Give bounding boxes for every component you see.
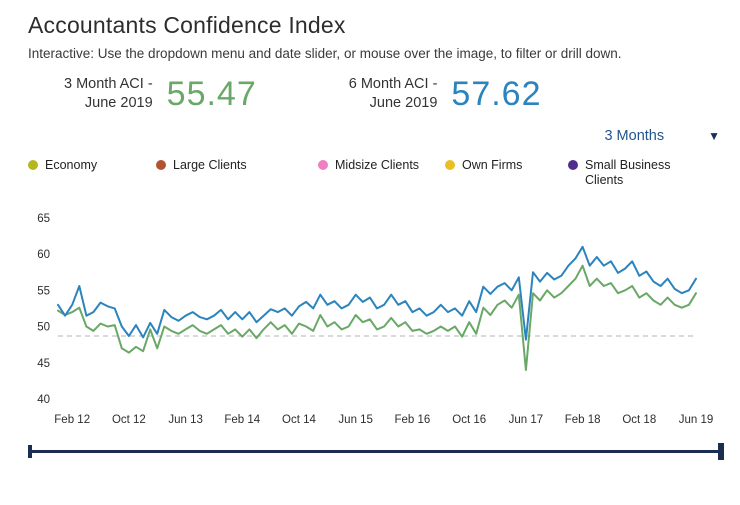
svg-text:40: 40 [37,394,50,406]
legend: Economy Large Clients Midsize Clients Ow… [28,158,724,189]
svg-text:Feb 14: Feb 14 [224,414,260,426]
svg-text:60: 60 [37,249,50,261]
svg-text:45: 45 [37,358,50,370]
legend-label: Large Clients [173,157,247,172]
period-dropdown[interactable]: 3 Months [604,127,665,144]
kpi-3-month-label: 3 Month ACI - June 2019 [64,76,153,112]
svg-text:65: 65 [37,213,50,225]
legend-label: Economy [45,157,98,172]
svg-text:Feb 18: Feb 18 [565,414,601,426]
large-clients-dot-icon [156,159,166,170]
svg-text:Oct 14: Oct 14 [282,414,316,426]
aci-line-chart[interactable]: 40 45 50 55 60 65 Feb 12 Oct 12 Jun 13 Feb 14 Oct … [28,199,728,437]
page-title: Accountants Confidence Index [28,12,346,38]
legend-label: Midsize Clients [335,157,420,172]
legend-label: Own Firms [462,157,523,172]
chart-area: 40 45 50 55 60 65 Feb 12 Oct 12 Jun 13 Feb 14 Oct … [28,199,724,437]
small-business-clients-dot-icon [568,159,578,170]
svg-text:Oct 12: Oct 12 [112,414,146,426]
svg-text:Jun 15: Jun 15 [338,414,373,426]
own-firms-dot-icon [445,159,455,170]
svg-text:Oct 16: Oct 16 [452,414,486,426]
kpi-6-month-label: 6 Month ACI - June 2019 [348,76,438,112]
legend-item-own-firms[interactable]: Own Firms [445,158,568,189]
date-slider-track[interactable] [28,450,724,454]
economy-dot-icon [28,159,38,170]
svg-text:Jun 17: Jun 17 [509,414,544,426]
kpi-3-month-aci: 3 Month ACI - June 2019 55.47 [64,75,257,114]
svg-text:Jun 13: Jun 13 [168,414,203,426]
svg-text:50: 50 [37,322,50,334]
date-range-slider[interactable] [28,441,724,461]
svg-text:Feb 12: Feb 12 [54,414,90,426]
svg-text:Oct 18: Oct 18 [622,414,656,426]
page-subtitle: Interactive: Use the dropdown menu and d… [28,46,622,61]
date-slider-right-handle[interactable] [718,443,724,461]
legend-item-large-clients[interactable]: Large Clients [156,158,318,189]
date-slider-left-handle[interactable] [28,445,32,459]
kpi-6-month-aci: 6 Month ACI - June 2019 57.62 [349,75,542,114]
svg-text:55: 55 [37,285,50,297]
svg-text:Feb 16: Feb 16 [394,414,430,426]
svg-text:Jun 19: Jun 19 [679,414,714,426]
legend-item-economy[interactable]: Economy [28,158,156,189]
legend-item-small-business-clients[interactable]: Small Business Clients [568,158,680,189]
midsize-clients-dot-icon [318,159,328,170]
legend-label: Small Business Clients [585,157,671,188]
dashboard: Accountants Confidence Index Interactive… [28,12,724,461]
kpi-row: 3 Month ACI - June 2019 55.47 6 Month AC… [64,75,724,114]
kpi-3-month-value: 55.47 [166,74,257,113]
period-dropdown-row: 3 Months ▼ [28,128,724,144]
kpi-6-month-value: 57.62 [451,74,542,113]
legend-item-midsize-clients[interactable]: Midsize Clients [318,158,445,189]
chevron-down-icon[interactable]: ▼ [708,128,720,143]
